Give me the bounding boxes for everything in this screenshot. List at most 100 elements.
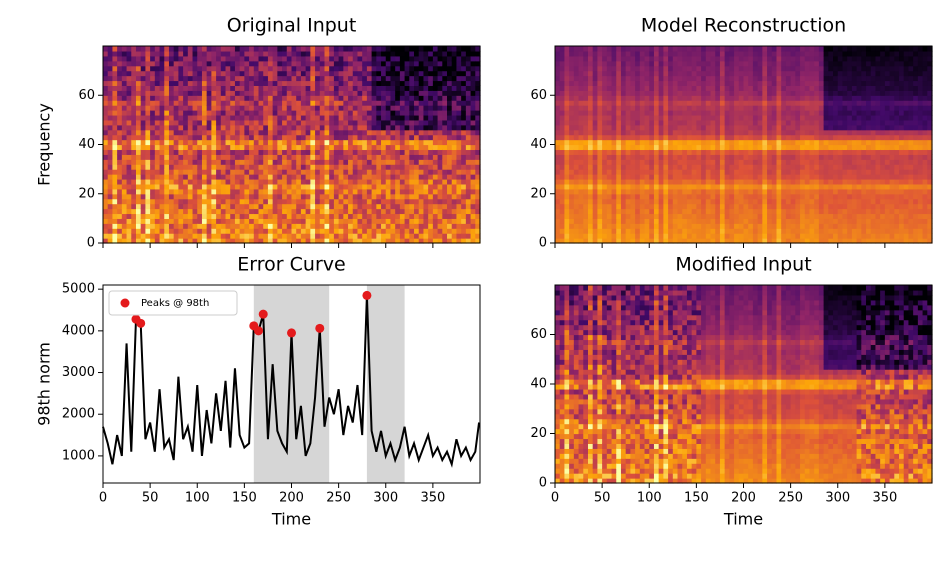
spectrogram-cell — [381, 100, 386, 106]
spectrogram-cell — [296, 169, 301, 175]
spectrogram-cell — [372, 199, 377, 205]
spectrogram-cell — [640, 209, 645, 215]
spectrogram-cell — [663, 159, 668, 165]
spectrogram-cell — [320, 90, 325, 96]
spectrogram-cell — [263, 179, 268, 185]
spectrogram-cell — [616, 90, 621, 96]
spectrogram-cell — [692, 130, 697, 136]
spectrogram-cell — [461, 85, 466, 91]
spectrogram-cell — [466, 228, 471, 234]
spectrogram-cell — [292, 213, 297, 219]
spectrogram-cell — [296, 125, 301, 131]
spectrogram-cell — [183, 125, 188, 131]
spectrogram-cell — [663, 46, 668, 52]
spectrogram-cell — [103, 61, 108, 67]
spectrogram-cell — [287, 100, 292, 106]
spectrogram-cell — [593, 95, 598, 101]
spectrogram-cell — [381, 233, 386, 239]
spectrogram-cell — [701, 199, 706, 205]
spectrogram-cell — [729, 154, 734, 160]
spectrogram-cell — [621, 130, 626, 136]
spectrogram-cell — [362, 179, 367, 185]
spectrogram-cell — [597, 56, 602, 62]
spectrogram-cell — [725, 199, 730, 205]
spectrogram-cell — [762, 233, 767, 239]
spectrogram-cell — [405, 115, 410, 121]
spectrogram-cell — [706, 90, 711, 96]
spectrogram-cell — [663, 95, 668, 101]
spectrogram-cell — [423, 85, 428, 91]
spectrogram-cell — [452, 223, 457, 229]
spectrogram-cell — [602, 66, 607, 72]
spectrogram-cell — [122, 209, 127, 215]
spectrogram-cell — [169, 184, 174, 190]
spectrogram-cell — [103, 80, 108, 86]
spectrogram-cell — [131, 120, 136, 126]
spectrogram-cell — [616, 85, 621, 91]
spectrogram-cell — [758, 174, 763, 180]
spectrogram-cell — [386, 174, 391, 180]
spectrogram-cell — [607, 213, 612, 219]
spectrogram-cell — [711, 159, 716, 165]
spectrogram-cell — [564, 61, 569, 67]
spectrogram-cell — [197, 174, 202, 180]
spectrogram-cell — [753, 140, 758, 146]
spectrogram-cell — [160, 140, 165, 146]
spectrogram-cell — [564, 213, 569, 219]
spectrogram-cell — [235, 100, 240, 106]
spectrogram-cell — [329, 233, 334, 239]
spectrogram-cell — [108, 174, 113, 180]
spectrogram-cell — [348, 61, 353, 67]
spectrogram-cell — [310, 66, 315, 72]
spectrogram-cell — [423, 209, 428, 215]
spectrogram-cell — [221, 80, 226, 86]
spectrogram-cell — [296, 164, 301, 170]
spectrogram-cell — [706, 209, 711, 215]
spectrogram-cell — [456, 194, 461, 200]
spectrogram-cell — [160, 194, 165, 200]
spectrogram-cell — [471, 125, 476, 131]
spectrogram-cell — [117, 169, 122, 175]
spectrogram-cell — [729, 194, 734, 200]
spectrogram-cell — [164, 149, 169, 155]
spectrogram-cell — [602, 164, 607, 170]
spectrogram-cell — [423, 169, 428, 175]
spectrogram-cell — [720, 85, 725, 91]
spectrogram-cell — [720, 115, 725, 121]
spectrogram-cell — [357, 90, 362, 96]
spectrogram-cell — [268, 95, 273, 101]
spectrogram-cell — [127, 80, 132, 86]
spectrogram-cell — [668, 135, 673, 141]
spectrogram-cell — [649, 125, 654, 131]
spectrogram-cell — [739, 125, 744, 131]
spectrogram-cell — [174, 85, 179, 91]
spectrogram-cell — [645, 130, 650, 136]
spectrogram-cell — [635, 169, 640, 175]
spectrogram-cell — [169, 80, 174, 86]
spectrogram-cell — [466, 100, 471, 106]
spectrogram-cell — [466, 135, 471, 141]
spectrogram-cell — [178, 213, 183, 219]
spectrogram-cell — [131, 125, 136, 131]
spectrogram-cell — [438, 174, 443, 180]
spectrogram-cell — [706, 95, 711, 101]
spectrogram-cell — [292, 154, 297, 160]
spectrogram-cell — [645, 135, 650, 141]
spectrogram-cell — [593, 125, 598, 131]
spectrogram-cell — [334, 233, 339, 239]
spectrogram-cell — [334, 228, 339, 234]
spectrogram-cell — [635, 213, 640, 219]
spectrogram-cell — [315, 85, 320, 91]
spectrogram-cell — [569, 135, 574, 141]
spectrogram-cell — [602, 61, 607, 67]
spectrogram-cell — [183, 100, 188, 106]
spectrogram-cell — [122, 56, 127, 62]
spectrogram-cell — [273, 228, 278, 234]
spectrogram-cell — [353, 100, 358, 106]
spectrogram-cell — [169, 189, 174, 195]
spectrogram-cell — [367, 95, 372, 101]
spectrogram-cell — [329, 125, 334, 131]
spectrogram-cell — [150, 233, 155, 239]
spectrogram-cell — [324, 184, 329, 190]
spectrogram-cell — [673, 199, 678, 205]
